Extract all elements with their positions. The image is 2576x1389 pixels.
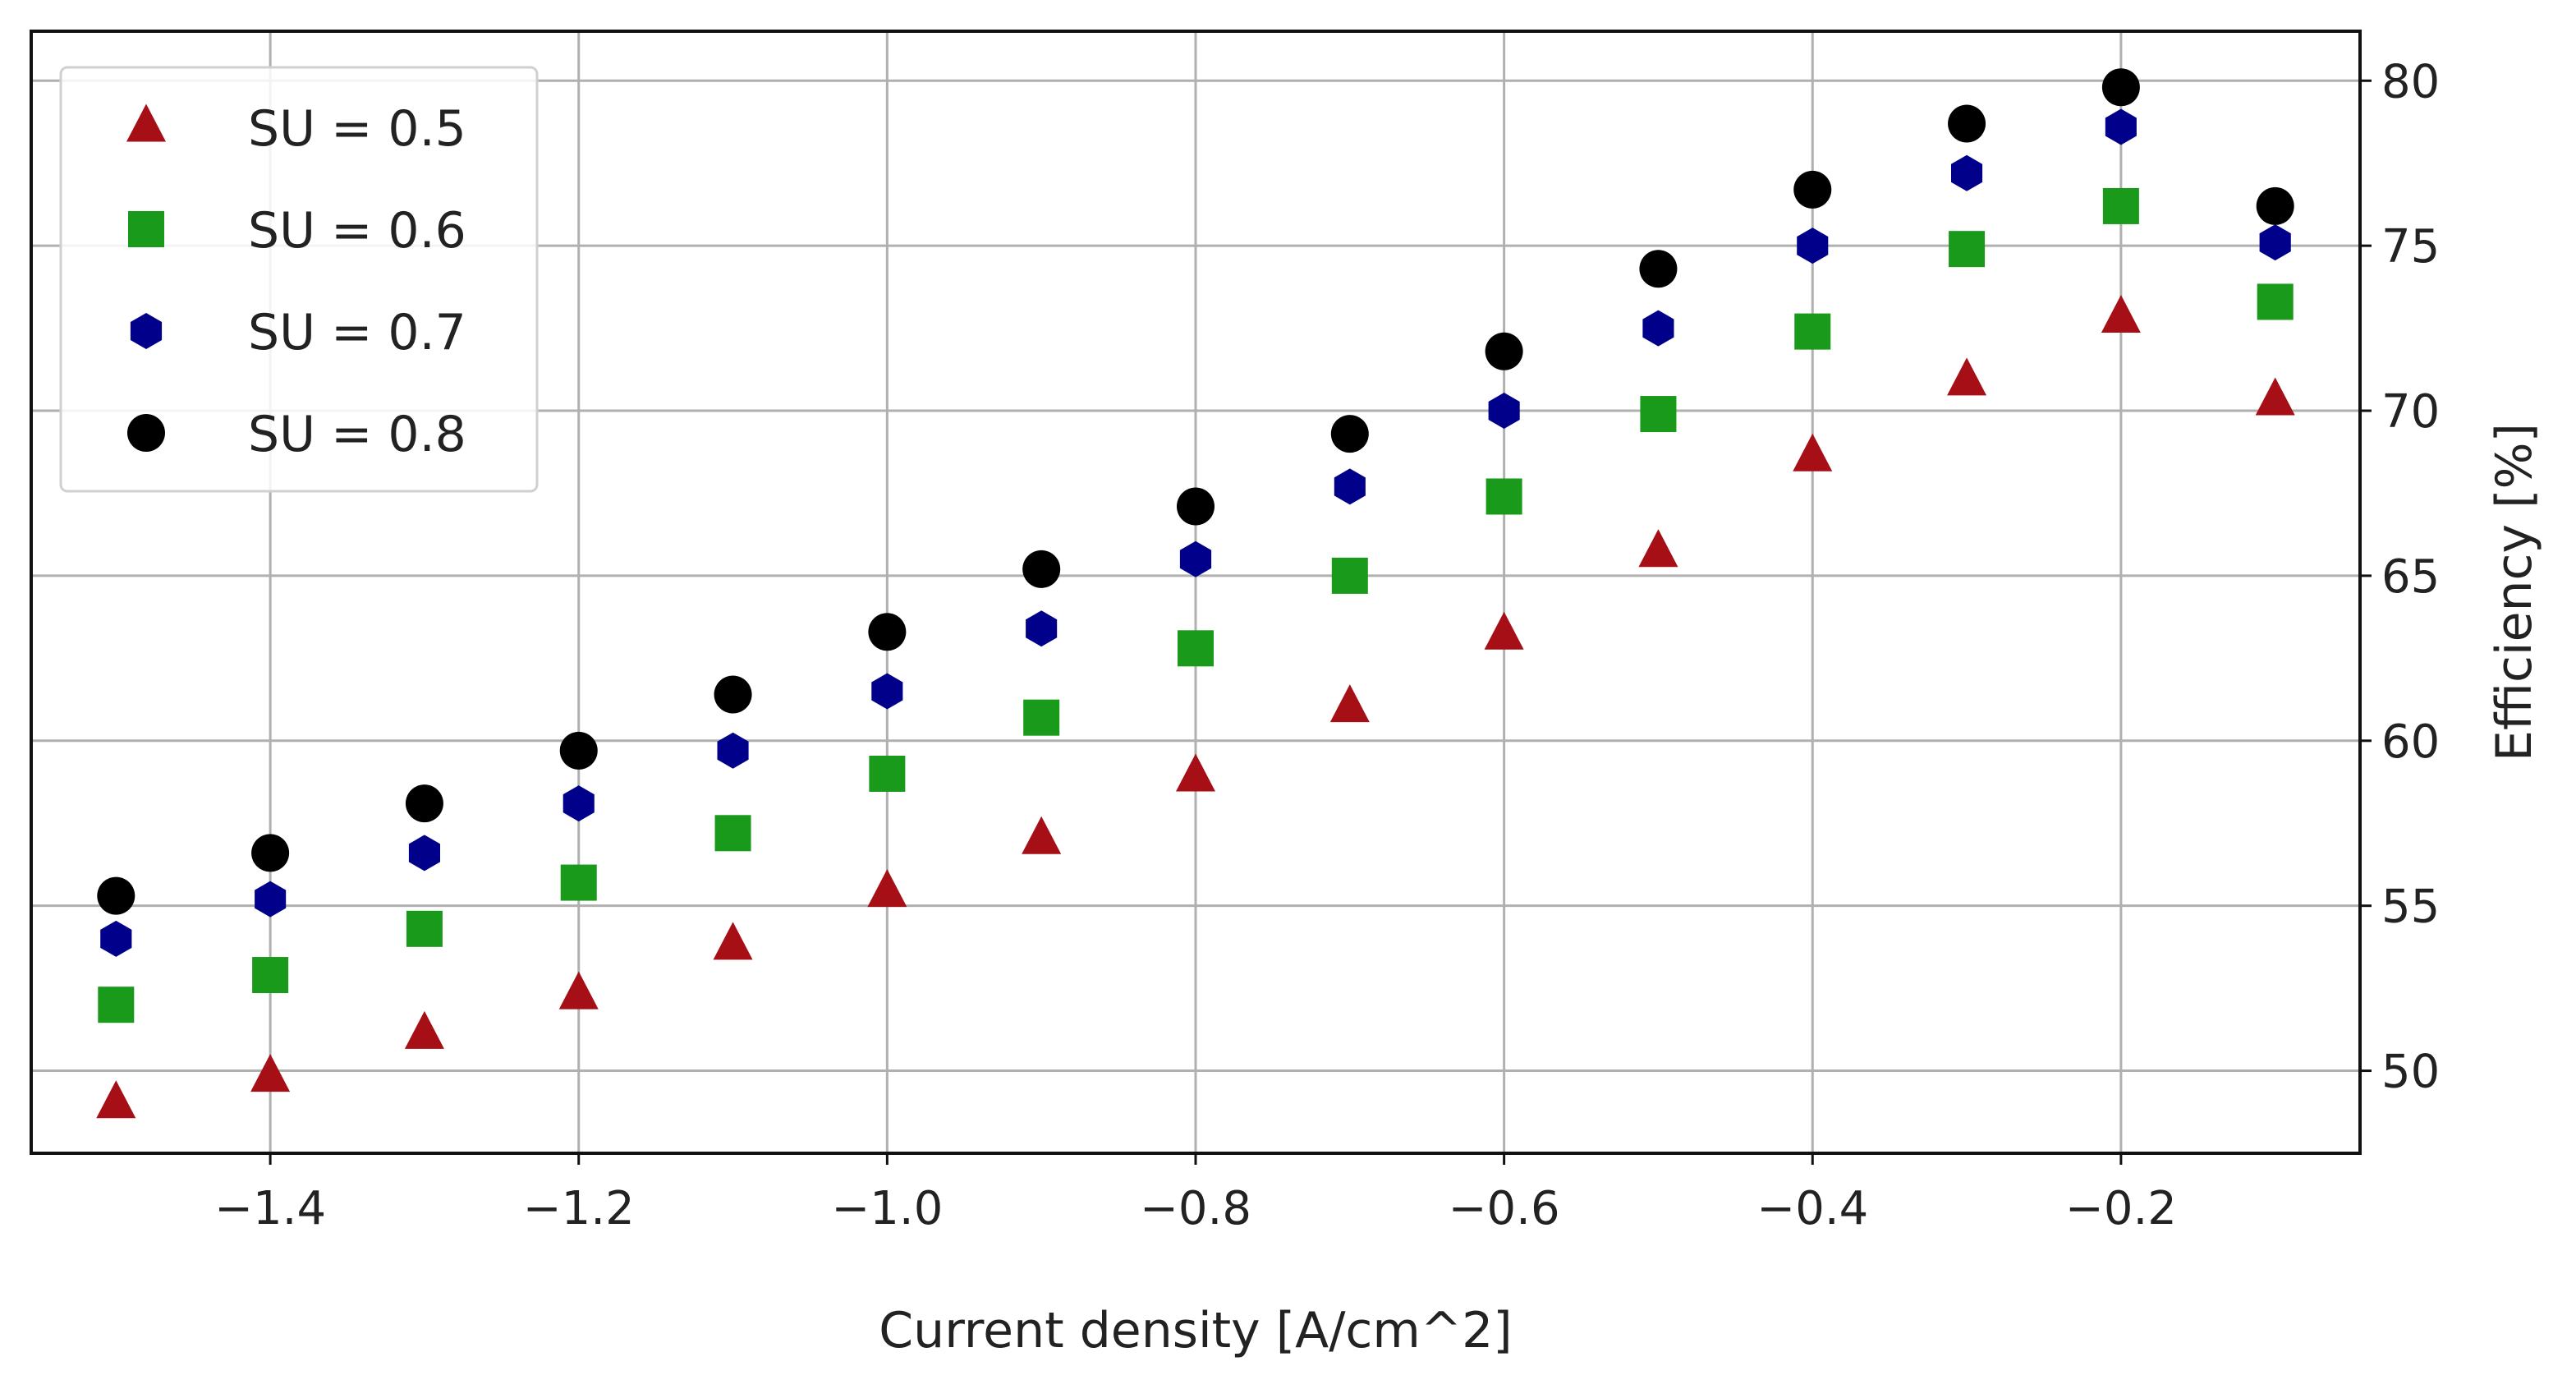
data-point: [2255, 377, 2295, 416]
x-tick-label: −0.6: [1449, 1182, 1560, 1235]
legend-label: SU = 0.7: [248, 304, 466, 361]
legend-marker: [126, 103, 166, 142]
data-point: [867, 869, 907, 908]
data-point: [1947, 357, 1987, 396]
data-point: [717, 732, 749, 769]
legend-label: SU = 0.6: [248, 202, 466, 260]
data-point: [1023, 699, 1060, 736]
y-tick-label: 75: [2381, 220, 2440, 274]
x-axis-label: Current density [A/cm^2]: [879, 1302, 1512, 1359]
data-point: [2101, 295, 2141, 333]
y-tick-label: 70: [2381, 385, 2440, 439]
data-point: [714, 815, 751, 852]
data-point: [1330, 415, 1369, 453]
data-point: [250, 1054, 291, 1092]
data-point: [871, 673, 903, 710]
x-tick-label: −0.2: [2065, 1182, 2177, 1235]
data-point: [1642, 310, 1674, 347]
data-point: [252, 957, 289, 994]
legend-marker: [128, 211, 164, 247]
data-point: [714, 675, 752, 714]
data-point: [1178, 630, 1214, 667]
data-point: [408, 835, 440, 872]
y-tick-label: 80: [2381, 55, 2440, 108]
data-point: [1948, 104, 1986, 143]
data-point: [100, 920, 132, 957]
x-tick-label: −1.4: [214, 1182, 326, 1235]
data-point: [1793, 433, 1833, 471]
data-point: [404, 1010, 444, 1049]
data-point: [558, 971, 599, 1010]
data-point: [96, 1080, 136, 1119]
x-tick-label: −0.4: [1756, 1182, 1868, 1235]
legend-marker: [127, 414, 165, 452]
data-point: [1794, 313, 1831, 350]
series-su-0.6: [98, 187, 2294, 1023]
x-tick-label: −0.8: [1140, 1182, 1251, 1235]
data-point: [713, 922, 753, 960]
data-point: [1797, 228, 1829, 264]
series-su-0.8: [97, 68, 2294, 915]
data-point: [97, 876, 135, 915]
data-point: [1334, 468, 1366, 505]
data-point: [406, 910, 443, 947]
data-points: [96, 68, 2295, 1119]
data-point: [869, 755, 906, 792]
data-point: [559, 731, 598, 770]
data-point: [98, 987, 135, 1023]
y-tick-label: 55: [2381, 881, 2440, 934]
data-point: [255, 881, 287, 918]
x-tick-label: −1.0: [831, 1182, 943, 1235]
data-point: [2102, 187, 2139, 224]
x-tick-label: −1.2: [523, 1182, 635, 1235]
legend-box: [59, 66, 539, 493]
data-point: [1949, 231, 1986, 268]
data-point: [2259, 224, 2291, 261]
data-point: [1177, 487, 1215, 526]
series-su-0.5: [96, 295, 2295, 1119]
data-point: [1488, 393, 1520, 429]
y-tick-label: 65: [2381, 550, 2440, 604]
data-point: [2257, 283, 2294, 320]
legend: SU = 0.5 SU = 0.6 SU = 0.7 SU = 0.8: [59, 66, 539, 493]
data-point: [1022, 550, 1061, 588]
series-su-0.7: [100, 108, 2291, 957]
y-tick-label: 60: [2381, 715, 2440, 769]
data-point: [1640, 396, 1677, 433]
data-point: [2105, 108, 2137, 145]
data-point: [1329, 684, 1370, 723]
data-point: [1026, 610, 1058, 647]
data-point: [1331, 557, 1368, 594]
data-point: [1485, 332, 1523, 370]
data-point: [2256, 186, 2294, 225]
data-point: [1638, 529, 1678, 568]
y-tick-label: 50: [2381, 1046, 2440, 1099]
data-point: [1022, 816, 1062, 854]
legend-label: SU = 0.8: [248, 406, 466, 463]
data-point: [251, 834, 290, 872]
data-point: [405, 784, 443, 823]
data-point: [1793, 170, 1832, 209]
data-point: [1484, 611, 1524, 650]
data-point: [1485, 478, 1522, 515]
data-point: [562, 785, 595, 822]
data-point: [2101, 68, 2140, 107]
data-point: [1176, 753, 1215, 792]
data-point: [1179, 540, 1212, 577]
data-point: [1639, 250, 1678, 288]
x-axis-ticks: −1.4 −1.2 −1.0 −0.8 −0.6 −0.4 −0.2: [214, 1153, 2177, 1235]
data-point: [868, 613, 907, 651]
data-point: [560, 864, 597, 901]
y-axis-label: Efficiency [%]: [2486, 423, 2543, 761]
data-point: [1951, 154, 1983, 191]
legend-label: SU = 0.5: [248, 100, 466, 158]
legend-marker: [130, 313, 163, 349]
y-axis-ticks: 50 55 60 65 70 75 80: [2360, 55, 2440, 1099]
